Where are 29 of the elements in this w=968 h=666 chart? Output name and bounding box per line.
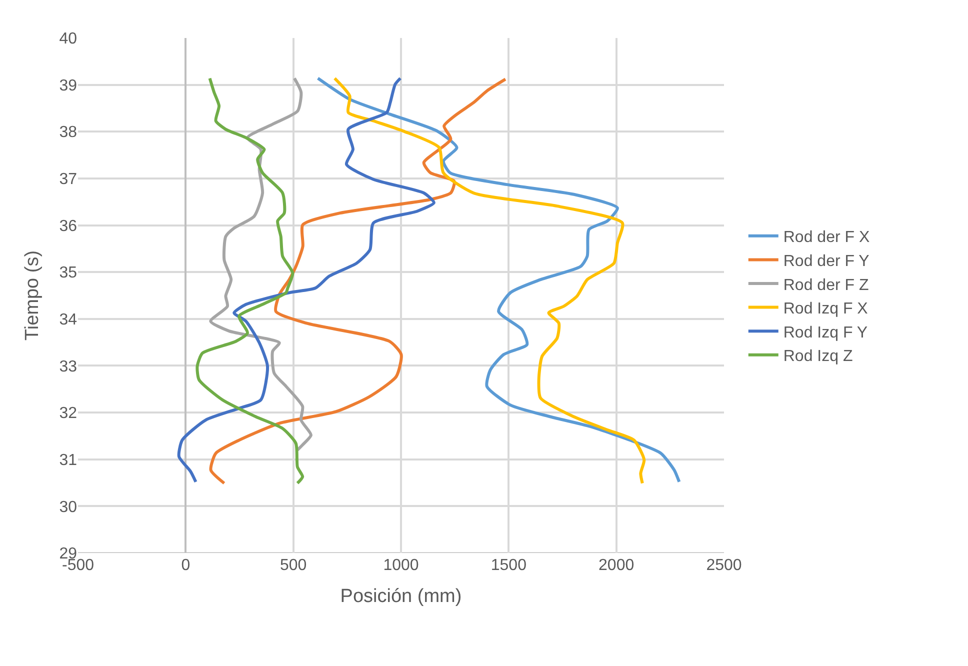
legend-label: Rod der F Z	[783, 276, 869, 294]
x-tick-label: 1500	[490, 557, 527, 574]
y-tick-label: 36	[59, 218, 78, 235]
y-tick-label: 39	[59, 77, 78, 94]
x-tick-label: 0	[181, 557, 190, 574]
legend-label: Rod Izq Z	[783, 348, 853, 366]
y-tick-label: 35	[59, 264, 78, 282]
x-tick-label: 2000	[598, 557, 634, 574]
x-tick-label: 500	[280, 557, 307, 574]
legend-label: Rod Izq F X	[783, 300, 868, 318]
x-tick-label: 1000	[383, 557, 419, 574]
y-tick-label: 38	[59, 124, 78, 142]
y-tick-label: 31	[59, 452, 78, 469]
y-tick-label: 37	[59, 171, 78, 188]
line-series	[209, 76, 312, 452]
y-tick-label: 33	[59, 358, 78, 376]
line-series	[177, 76, 436, 484]
y-tick-label: 40	[59, 30, 78, 48]
y-tick-label: 32	[59, 405, 78, 422]
line-series	[209, 78, 507, 485]
y-axis-title: Tiempo (s)	[22, 250, 44, 341]
legend-label: Rod der F Y	[783, 252, 870, 270]
x-axis-title: Posición (mm)	[340, 586, 462, 607]
x-tick-label: 2500	[706, 557, 742, 574]
line-series	[196, 76, 304, 485]
y-tick-label: 30	[59, 498, 78, 516]
y-tick-label: 34	[59, 312, 78, 329]
legend-label: Rod der F X	[783, 229, 870, 246]
legend-label: Rod Izq F Y	[783, 324, 868, 342]
